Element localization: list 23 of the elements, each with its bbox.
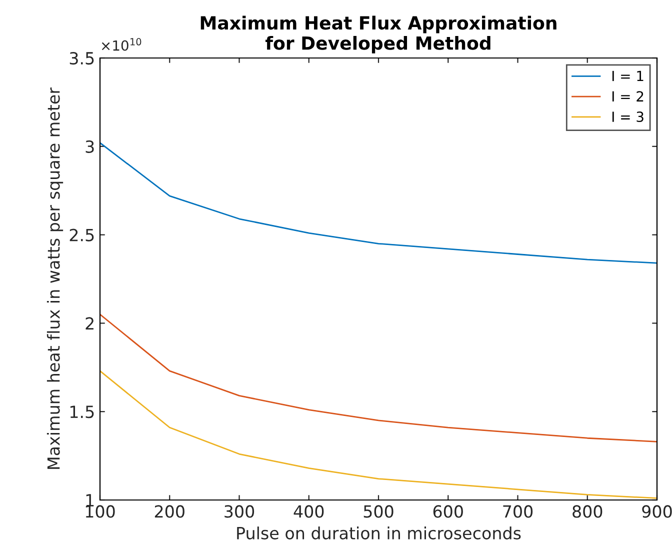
x-tick-label: 700 [503,505,533,518]
y-tick-label: 1.5 [70,406,94,418]
y-tick-label: 3 [86,140,94,153]
x-tick-label: 200 [154,505,184,518]
x-tick-label: 400 [294,505,324,518]
x-tick-label: 900 [642,505,672,518]
legend-label: I = 1 [612,70,644,82]
x-tick-label: 600 [433,505,463,518]
x-tick-label: 500 [364,505,394,518]
legend-label: I = 3 [612,112,644,122]
x-tick-label: 300 [224,505,254,518]
line-series [100,314,657,442]
line-series [100,142,657,264]
y-axis-title: Maximum heat flux in watts per square meter [46,87,64,469]
x-axis-title: Pulse on duration in microseconds [237,526,521,540]
chart-title: Maximum Heat Flux Approximation for Developed Method [200,16,556,54]
y-tick-label: 2.5 [70,228,94,242]
y-tick-label: 3.5 [70,52,94,65]
x-tick-label: 100 [86,505,115,518]
text: ×10$^{10}$ [102,38,142,51]
x-tick-label: 800 [572,505,602,518]
y-tick-label: 2 [86,317,94,330]
legend-label: I = 2 [612,91,644,102]
